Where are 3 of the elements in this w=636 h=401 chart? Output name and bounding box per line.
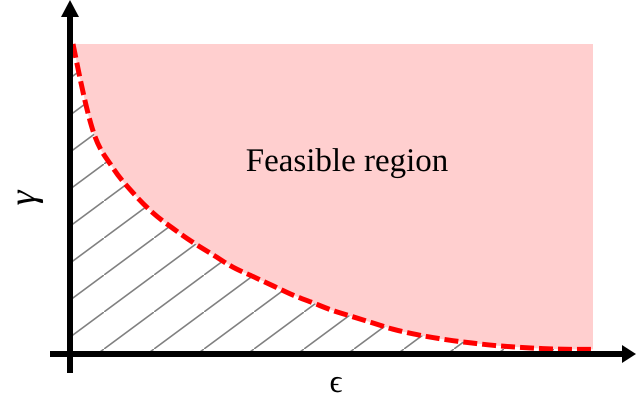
x-axis-title: ϵ <box>330 363 343 399</box>
y-axis-title: γ <box>2 189 44 206</box>
annotation: Feasible region <box>246 143 448 180</box>
